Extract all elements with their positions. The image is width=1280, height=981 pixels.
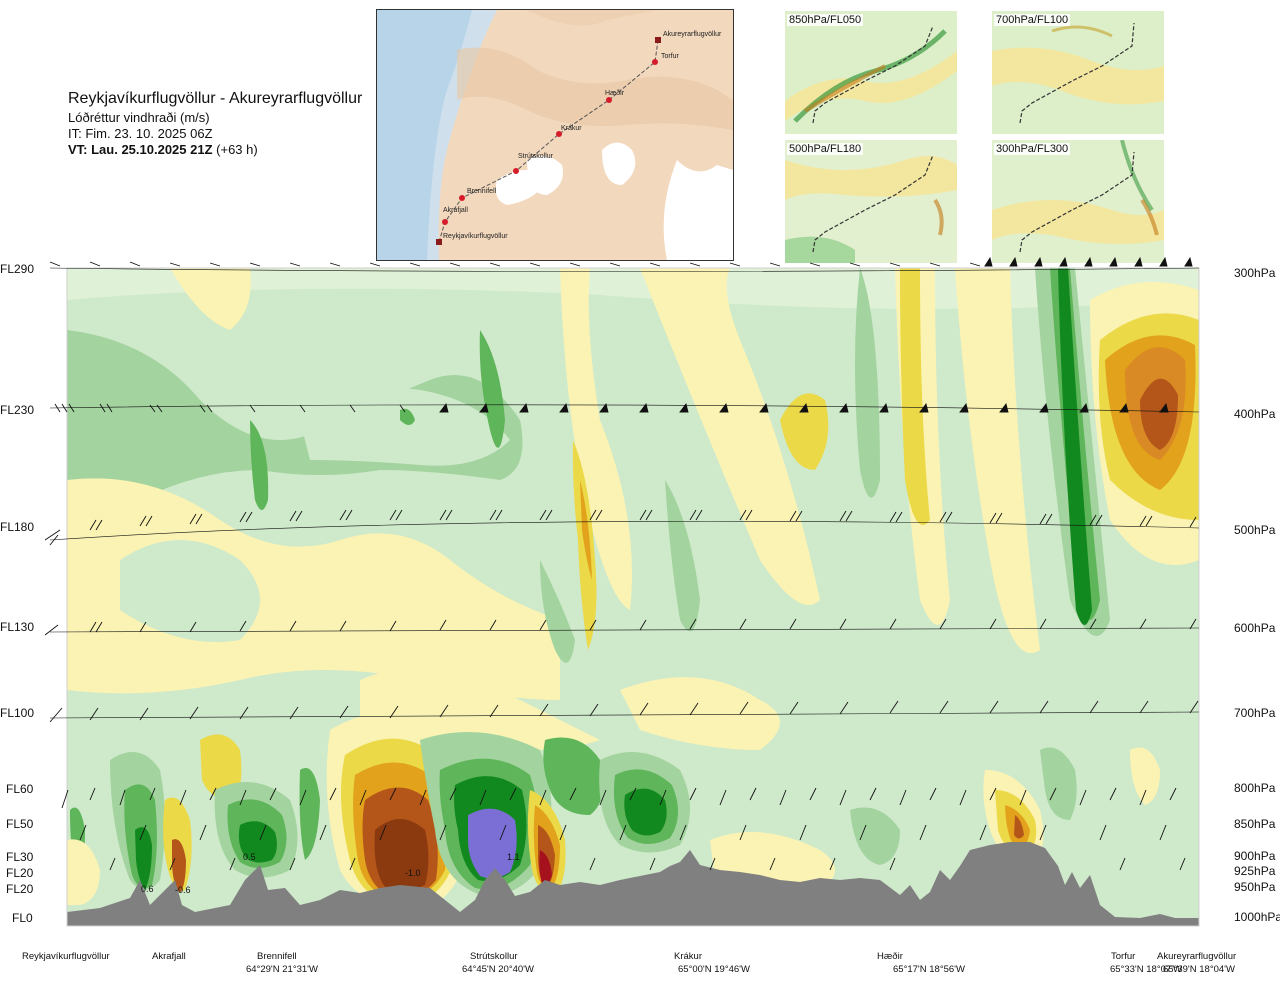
- parameter-label: Lóðréttur vindhraði (m/s): [68, 110, 210, 125]
- map-label-krakur: Krákur: [561, 125, 582, 132]
- route-map-svg: Akureyrarflugvöllur Torfur Hæðir Krákur …: [377, 10, 733, 260]
- level-map-850: 850hPa/FL050: [785, 11, 957, 134]
- valid-time-label: VT: Lau. 25.10.2025 21Z: [68, 142, 213, 157]
- wind-barbs-fl230: [54, 402, 1169, 413]
- station-name-7: Torfur: [1111, 951, 1135, 962]
- p-tick-4: 600hPa: [1234, 621, 1276, 635]
- p-tick-6: 800hPa: [1234, 781, 1276, 795]
- extreme-label-2: -0.6: [175, 885, 191, 895]
- fl-tick-11: FL0: [12, 911, 33, 925]
- level-map-500: 500hPa/FL180: [785, 140, 957, 263]
- flight-level-axis: FL290 FL230 FL180 FL130 FL100 FL60 FL50 …: [0, 262, 34, 925]
- station-name-3: Brennifell: [257, 951, 297, 962]
- map-label-haedir: Hæðir: [605, 89, 625, 97]
- p-tick-11: 1000hPa: [1234, 910, 1280, 924]
- fl-tick-6: FL60: [6, 782, 34, 796]
- wind-barbs-fl290: [49, 256, 1193, 267]
- station-name-2: Akrafjall: [152, 951, 186, 962]
- extreme-label-3: 0.5: [243, 852, 256, 862]
- p-tick-2: 400hPa: [1234, 407, 1276, 421]
- station-coord-3: 64°29'N 21°31'W: [246, 964, 318, 975]
- plot-frame: [66, 267, 1200, 927]
- p-tick-3: 500hPa: [1234, 523, 1276, 537]
- extreme-label-4: -1.0: [405, 868, 421, 878]
- level-map-700-label: 700hPa/FL100: [994, 14, 1071, 26]
- extreme-label-1: 0.6: [141, 884, 154, 894]
- level-map-500-label: 500hPa/FL180: [787, 143, 864, 155]
- p-tick-7: 850hPa: [1234, 817, 1276, 831]
- route-map-waypoints: [436, 37, 661, 245]
- map-label-akrafjall: Akrafjall: [443, 207, 468, 214]
- pressure-axis: 300hPa 400hPa 500hPa 600hPa 700hPa 800hP…: [1234, 266, 1280, 924]
- station-name-1: Reykjavíkurflugvöllur: [22, 951, 110, 962]
- station-coord-5: 65°00'N 19°46'W: [678, 964, 750, 975]
- vertical-velocity-field: [67, 268, 1199, 920]
- level-map-300-svg: [992, 140, 1164, 263]
- fl-tick-2: FL230: [0, 403, 34, 417]
- map-label-torfur: Torfur: [661, 53, 680, 60]
- fl-tick-10: FL20: [6, 882, 34, 896]
- p-tick-9: 925hPa: [1234, 864, 1276, 878]
- fl-tick-1: FL290: [0, 262, 34, 276]
- wind-barbs: [44, 256, 1199, 871]
- map-label-brennifell: Brennifell: [467, 188, 497, 195]
- wind-barbs-fl180: [44, 509, 1197, 546]
- title-block: Reykjavíkurflugvöllur - Akureyrarflugvöl…: [68, 90, 362, 158]
- level-map-850-label: 850hPa/FL050: [787, 14, 864, 26]
- station-name-8: Akureyrarflugvöllur: [1157, 951, 1236, 962]
- fl-tick-4: FL130: [0, 620, 34, 634]
- station-coord-6: 65°17'N 18°56'W: [893, 964, 965, 975]
- station-labels: Reykjavíkurflugvöllur Akrafjall Brennife…: [22, 951, 1236, 975]
- init-time: IT: Fim. 23. 10. 2025 06Z: [68, 126, 213, 141]
- map-label-reykjavik: Reykjavíkurflugvöllur: [443, 233, 508, 240]
- level-map-850-svg: [785, 11, 957, 134]
- route-map: Akureyrarflugvöllur Torfur Hæðir Krákur …: [376, 9, 734, 261]
- p-tick-5: 700hPa: [1234, 706, 1276, 720]
- valid-time-offset: (+63 h): [216, 142, 258, 157]
- level-map-500-svg: [785, 140, 957, 263]
- station-coord-8: 65°39'N 18°04'W: [1163, 964, 1235, 975]
- map-label-strutskollur: Strútskollur: [518, 153, 554, 160]
- station-name-6: Hæðir: [877, 951, 903, 962]
- route-title: Reykjavíkurflugvöllur - Akureyrarflugvöl…: [68, 90, 363, 107]
- fl-tick-7: FL50: [6, 817, 34, 831]
- station-name-4: Strútskollur: [470, 951, 518, 962]
- level-map-700: 700hPa/FL100: [992, 11, 1164, 134]
- extreme-labels: 0.6 -0.6 0.5 -1.0 1.1: [141, 852, 520, 895]
- station-coord-7: 65°33'N 18°07'W: [1110, 964, 1182, 975]
- level-map-300-label: 300hPa/FL300: [994, 143, 1071, 155]
- wind-barbs-lower: [61, 787, 1186, 871]
- wind-barbs-fl130: [44, 618, 1197, 636]
- wind-barbs-fl100: [49, 700, 1199, 723]
- p-tick-8: 900hPa: [1234, 849, 1276, 863]
- station-name-5: Krákur: [674, 951, 702, 962]
- map-label-akureyri: Akureyrarflugvöllur: [663, 31, 722, 38]
- p-tick-1: 300hPa: [1234, 266, 1276, 280]
- level-map-300: 300hPa/FL300: [992, 140, 1164, 263]
- station-coord-4: 64°45'N 20°40'W: [462, 964, 534, 975]
- fl-tick-9: FL20: [6, 866, 34, 880]
- p-tick-10: 950hPa: [1234, 880, 1276, 894]
- fl-tick-5: FL100: [0, 706, 34, 720]
- valid-time: VT: Lau. 25.10.2025 21Z (+63 h): [68, 142, 362, 158]
- extreme-label-5: 1.1: [507, 852, 520, 862]
- level-map-700-svg: [992, 11, 1164, 134]
- terrain-profile: [67, 842, 1199, 926]
- fl-tick-8: FL30: [6, 850, 34, 864]
- fl-tick-3: FL180: [0, 520, 34, 534]
